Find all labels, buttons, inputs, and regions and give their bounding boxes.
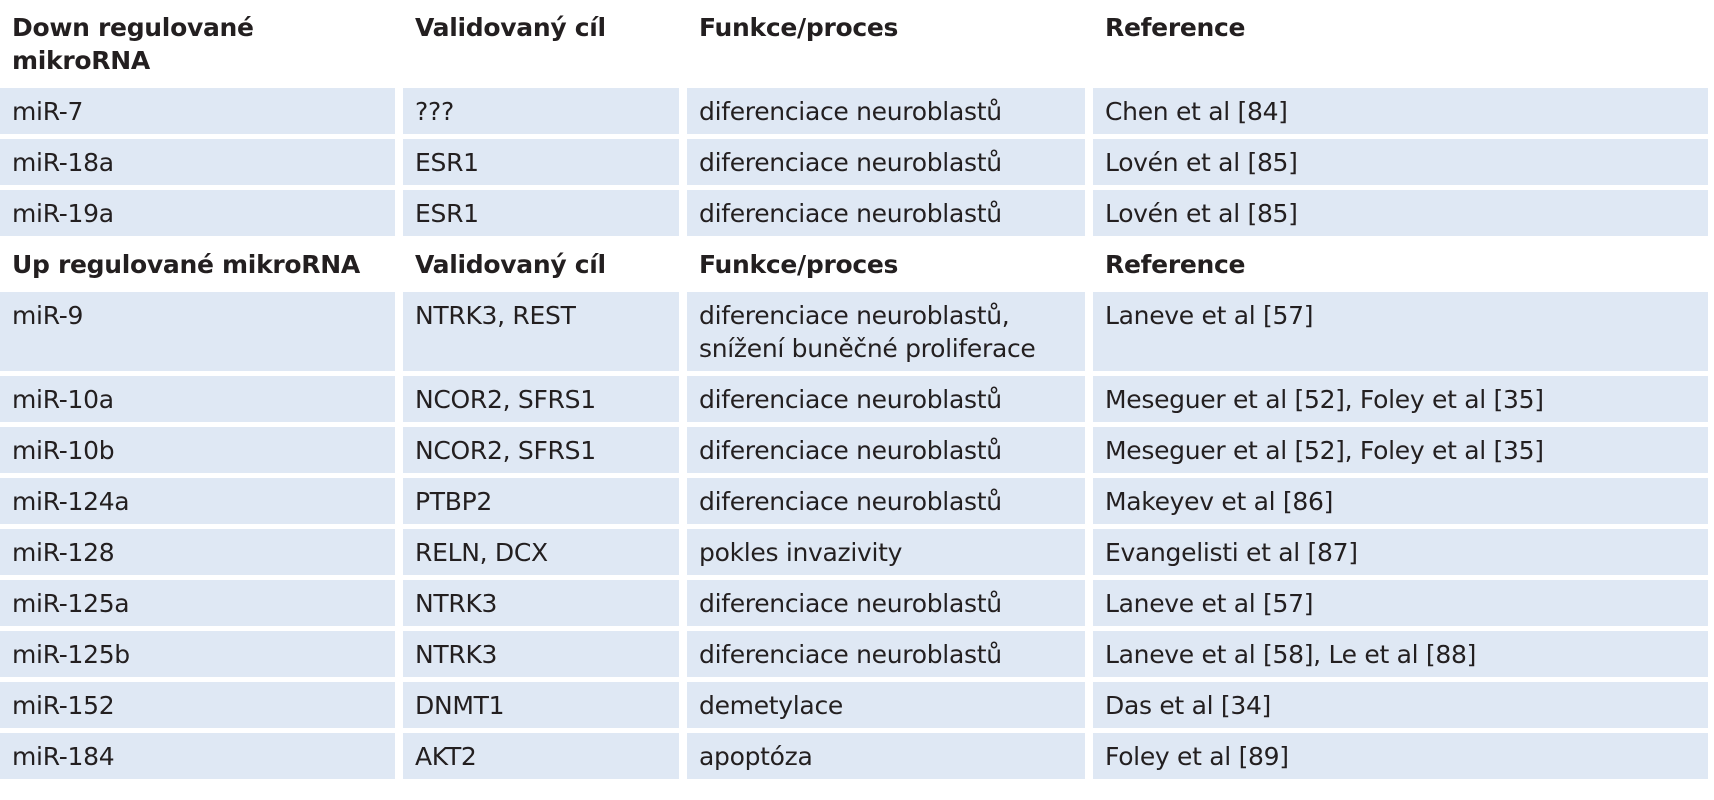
table-cell: diferenciace neuroblastů [687, 376, 1085, 422]
table-cell: miR-10a [0, 376, 395, 422]
table-cell: miR-7 [0, 88, 395, 134]
header-cell: Up regulované mikroRNA [0, 241, 395, 287]
header-cell: Reference [1093, 241, 1708, 287]
table-cell: Evangelisti et al [87] [1093, 529, 1708, 575]
table-cell: diferenciace neuroblastů [687, 88, 1085, 134]
table-cell: diferenciace neuroblastů [687, 139, 1085, 185]
table-cell: DNMT1 [403, 682, 679, 728]
table-cell: Das et al [34] [1093, 682, 1708, 728]
table-cell: demetylace [687, 682, 1085, 728]
table-cell: ESR1 [403, 190, 679, 236]
table-cell: Meseguer et al [52], Foley et al [35] [1093, 376, 1708, 422]
table-cell: Laneve et al [57] [1093, 292, 1708, 371]
header-cell: Reference [1093, 4, 1708, 83]
header-cell: Funkce/proces [687, 4, 1085, 83]
table-cell: miR-124a [0, 478, 395, 524]
header-cell: Validovaný cíl [403, 4, 679, 83]
table-cell: Foley et al [89] [1093, 733, 1708, 779]
header-cell: Down regulované mikroRNA [0, 4, 395, 83]
table-cell: NTRK3 [403, 631, 679, 677]
table-cell: AKT2 [403, 733, 679, 779]
table-cell: miR-9 [0, 292, 395, 371]
table-cell: PTBP2 [403, 478, 679, 524]
table-cell: Chen et al [84] [1093, 88, 1708, 134]
table-cell: diferenciace neuroblastů [687, 427, 1085, 473]
table-cell: pokles invazivity [687, 529, 1085, 575]
table-cell: RELN, DCX [403, 529, 679, 575]
table-cell: miR-125b [0, 631, 395, 677]
table-cell: diferenciace neuroblastů, snížení buněčn… [687, 292, 1085, 371]
table-cell: miR-152 [0, 682, 395, 728]
table-cell: Laneve et al [57] [1093, 580, 1708, 626]
table-cell: apoptóza [687, 733, 1085, 779]
table-cell: miR-18a [0, 139, 395, 185]
table-cell: diferenciace neuroblastů [687, 478, 1085, 524]
table-cell: Lovén et al [85] [1093, 190, 1708, 236]
table-cell: Lovén et al [85] [1093, 139, 1708, 185]
table-cell: diferenciace neuroblastů [687, 190, 1085, 236]
table-cell: NCOR2, SFRS1 [403, 427, 679, 473]
table-cell: ??? [403, 88, 679, 134]
header-cell: Validovaný cíl [403, 241, 679, 287]
table-cell: Meseguer et al [52], Foley et al [35] [1093, 427, 1708, 473]
table-cell: miR-10b [0, 427, 395, 473]
table-cell: miR-125a [0, 580, 395, 626]
table-cell: Makeyev et al [86] [1093, 478, 1708, 524]
table-cell: NTRK3, REST [403, 292, 679, 371]
header-cell: Funkce/proces [687, 241, 1085, 287]
table-cell: Laneve et al [58], Le et al [88] [1093, 631, 1708, 677]
table-cell: miR-19a [0, 190, 395, 236]
table-cell: miR-184 [0, 733, 395, 779]
table-cell: NCOR2, SFRS1 [403, 376, 679, 422]
table-cell: miR-128 [0, 529, 395, 575]
table-cell: NTRK3 [403, 580, 679, 626]
table-cell: ESR1 [403, 139, 679, 185]
table-cell: diferenciace neuroblastů [687, 631, 1085, 677]
table-cell: diferenciace neuroblastů [687, 580, 1085, 626]
table: Down regulované mikroRNA Validovaný cíl Fu… [0, 4, 1714, 779]
